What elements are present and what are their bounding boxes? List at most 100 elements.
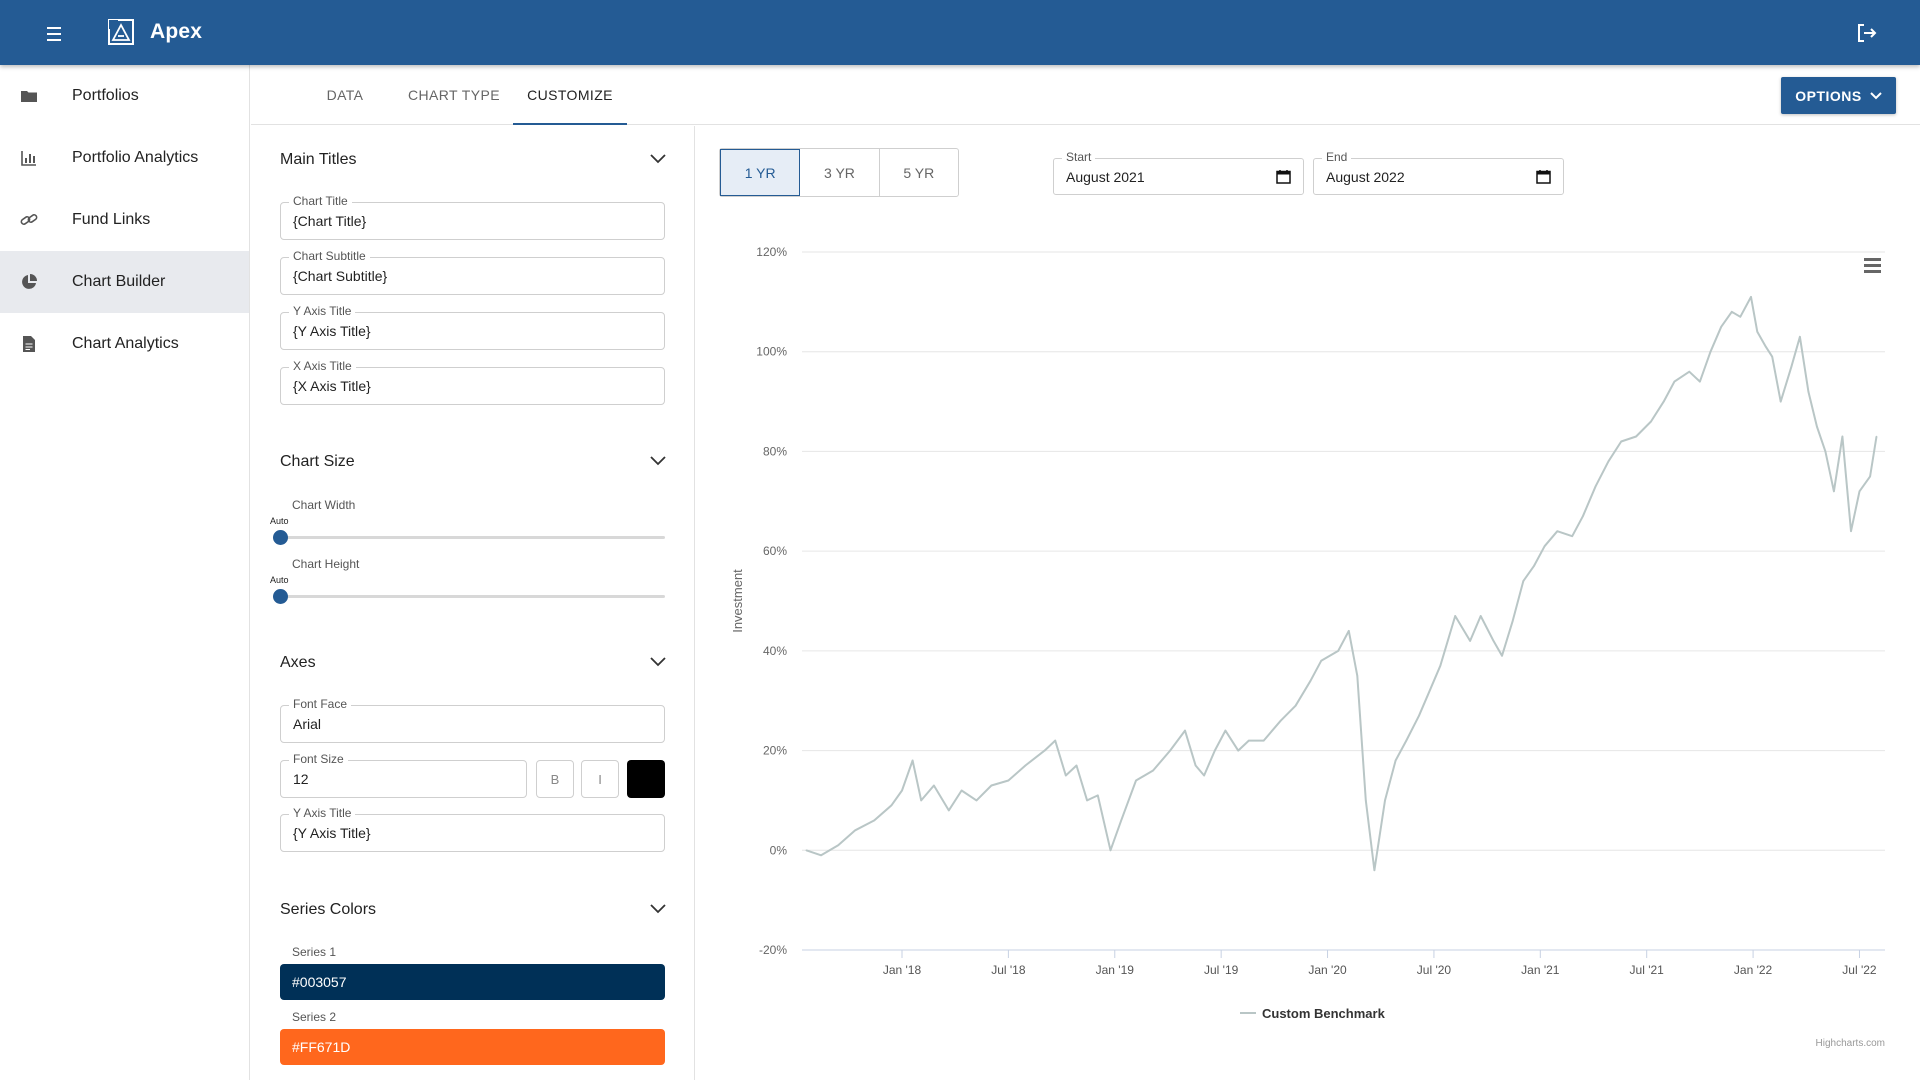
series-2-color-field[interactable]: #FF671D (280, 1029, 665, 1065)
field-label: Chart Subtitle (289, 249, 370, 263)
calendar-icon[interactable] (1276, 169, 1291, 184)
data-point (1194, 764, 1197, 767)
section-main-titles[interactable]: Main Titles (280, 148, 666, 174)
builder-tabs: DATA CHART TYPE CUSTOMIZE OPTIONS (251, 65, 1920, 125)
chart-width-slider-track[interactable] (280, 536, 665, 539)
data-point (1522, 580, 1525, 582)
data-point (1492, 640, 1495, 642)
hamburger-menu-icon[interactable] (40, 20, 68, 46)
chart-context-menu-icon[interactable] (1864, 258, 1884, 278)
italic-toggle-button[interactable]: I (581, 760, 619, 798)
folder-icon (21, 91, 37, 102)
data-point (1214, 749, 1216, 752)
data-point (1543, 545, 1546, 547)
x-tick-label: Jul '19 (1204, 963, 1239, 977)
field-value: Arial (293, 716, 322, 732)
data-point (1043, 749, 1046, 752)
x-tick-label: Jul '22 (1842, 963, 1877, 977)
data-point (1816, 425, 1818, 428)
section-series-colors[interactable]: Series Colors (280, 898, 666, 924)
data-point (1348, 630, 1350, 632)
sidebar-item-label: Chart Builder (72, 273, 166, 290)
field-label: X Axis Title (289, 359, 356, 373)
x-tick-label: Jan '20 (1308, 963, 1347, 977)
data-point (1394, 759, 1397, 762)
y-tick-label: 120% (756, 245, 787, 259)
field-value: {Y Axis Title} (293, 323, 371, 339)
sidebar-item-chart-builder[interactable]: Chart Builder (0, 251, 249, 313)
data-point (1418, 714, 1420, 717)
data-point (1750, 296, 1752, 298)
field-value: {Chart Title} (293, 213, 367, 229)
field-value: {X Axis Title} (293, 378, 371, 394)
data-point (911, 759, 914, 762)
field-label: Y Axis Title (289, 806, 356, 820)
options-button[interactable]: OPTIONS (1781, 77, 1896, 114)
sidebar-item-chart-analytics[interactable]: Chart Analytics (0, 313, 249, 375)
section-axes[interactable]: Axes (280, 651, 666, 677)
series-1-color-field[interactable]: #003057 (280, 964, 665, 1000)
apex-logo-icon (108, 19, 134, 45)
customize-panel: Main Titles Chart Title {Chart Title} Ch… (251, 126, 695, 1080)
font-color-swatch[interactable] (627, 760, 665, 798)
data-point (1511, 620, 1514, 622)
sidebar-item-portfolio-analytics[interactable]: Portfolio Analytics (0, 127, 249, 189)
range-3yr-button[interactable]: 3 YR (800, 149, 880, 196)
tab-data[interactable]: DATA (326, 87, 364, 103)
y-tick-label: 40% (763, 644, 787, 658)
sidebar-item-fund-links[interactable]: Fund Links (0, 189, 249, 251)
chart-height-slider-thumb[interactable] (273, 589, 288, 604)
data-point (1007, 779, 1010, 782)
line-chart: -20% 0% 20% 40% 60% 80% 100% 120% Jan '18 Jul '18… (730, 245, 1885, 1049)
sidebar-item-portfolios[interactable]: Portfolios (0, 65, 249, 127)
chevron-down-icon (650, 154, 666, 164)
sidebar-item-label: Chart Analytics (72, 335, 179, 352)
chart-width-value: Auto (270, 516, 289, 526)
field-value: {Chart Subtitle} (293, 268, 388, 284)
data-point (1065, 774, 1067, 777)
tab-customize[interactable]: CUSTOMIZE (513, 65, 627, 125)
x-tick-label: Jul '21 (1630, 963, 1665, 977)
data-point (1169, 749, 1171, 752)
data-point (1237, 749, 1239, 752)
data-point (1688, 370, 1691, 373)
bold-toggle-button[interactable]: B (536, 760, 574, 798)
chart-height-value: Auto (270, 575, 289, 585)
chart-height-slider-track[interactable] (280, 595, 665, 598)
data-point (1501, 655, 1503, 657)
chart-title-field[interactable]: Chart Title {Chart Title} (280, 194, 665, 240)
range-1yr-button[interactable]: 1 YR (720, 149, 801, 196)
font-size-field[interactable]: Font Size 12 (280, 752, 527, 798)
section-chart-size[interactable]: Chart Size (280, 450, 666, 476)
document-icon (23, 336, 35, 352)
data-point (1673, 380, 1676, 383)
y-tick-label: 100% (756, 345, 787, 359)
section-title: Chart Size (280, 453, 355, 470)
logout-icon[interactable] (1854, 20, 1880, 46)
start-date-value: August 2021 (1066, 169, 1145, 185)
data-point (1731, 311, 1733, 313)
data-point (805, 849, 808, 852)
data-point (1294, 704, 1297, 707)
calendar-icon[interactable] (1536, 169, 1551, 184)
chart-subtitle-field[interactable]: Chart Subtitle {Chart Subtitle} (280, 249, 665, 295)
data-point (1203, 774, 1205, 777)
data-point (1739, 316, 1742, 318)
axes-y-axis-title-field[interactable]: Y Axis Title {Y Axis Title} (280, 806, 665, 852)
font-face-field[interactable]: Font Face Arial (280, 697, 665, 743)
field-label: Chart Title (289, 194, 352, 208)
start-date-field[interactable]: Start August 2021 (1053, 150, 1304, 195)
range-5yr-button[interactable]: 5 YR (903, 164, 935, 181)
field-label: Y Axis Title (289, 304, 356, 318)
x-axis-title-field[interactable]: X Axis Title {X Axis Title} (280, 359, 665, 405)
top-app-bar: Apex (0, 0, 1920, 65)
x-tick-label: Jan '19 (1096, 963, 1135, 977)
options-button-label: OPTIONS (1795, 87, 1862, 104)
range-button-group: 1 YR 3 YR 5 YR (719, 148, 959, 197)
y-axis-title-field[interactable]: Y Axis Title {Y Axis Title} (280, 304, 665, 350)
tab-chart-type[interactable]: CHART TYPE (408, 87, 500, 103)
data-point (1075, 764, 1078, 767)
end-date-field[interactable]: End August 2022 (1313, 150, 1564, 195)
chart-width-slider-thumb[interactable] (273, 530, 288, 545)
sidebar: Portfolios Portfolio Analytics Fund Link… (0, 65, 250, 1080)
